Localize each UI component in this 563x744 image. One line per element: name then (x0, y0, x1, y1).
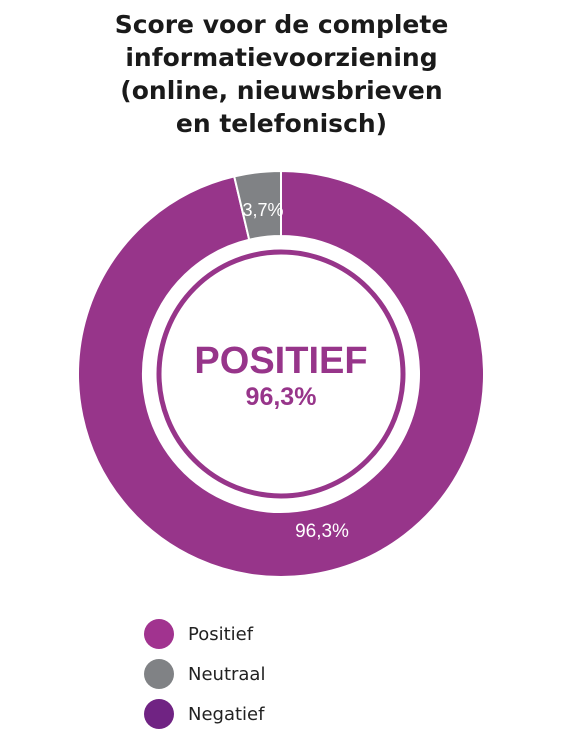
slice-positief (77, 169, 485, 578)
legend-label-negatief: Negatief (188, 703, 265, 725)
legend-label-positief: Positief (188, 623, 254, 645)
legend-item-negatief: Negatief (144, 694, 265, 734)
chart-title-line-4: en telefonisch) (175, 109, 388, 138)
slice-label-neutraal: 3,7% (242, 200, 283, 220)
legend-item-positief: Positief (144, 614, 265, 654)
chart-title-line-2: informatievoorziening (125, 43, 438, 72)
legend-swatch-negatief (144, 699, 174, 729)
legend-item-neutraal: Neutraal (144, 654, 265, 694)
inner-ring (156, 249, 406, 499)
slice-neutraal (233, 169, 282, 241)
legend: Positief Neutraal Negatief (144, 614, 265, 734)
center-label: POSITIEF (194, 340, 367, 382)
legend-swatch-positief (144, 619, 174, 649)
chart-title: Score voor de complete informatievoorzie… (0, 8, 563, 140)
legend-swatch-neutraal (144, 659, 174, 689)
slice-label-positief: 96,3% (295, 521, 349, 542)
legend-label-neutraal: Neutraal (188, 663, 266, 685)
chart-title-line-1: Score voor de complete (114, 10, 449, 39)
center-value: 96,3% (246, 383, 317, 411)
donut-chart: 96,3% 3,7% POSITIEF 96,3% (77, 169, 485, 578)
chart-title-line-3: (online, nieuwsbrieven (120, 76, 443, 105)
